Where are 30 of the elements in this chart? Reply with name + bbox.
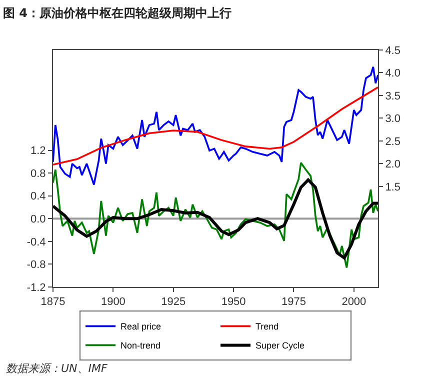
legend-label: Real price [120, 322, 162, 332]
y-tick-label: -0.8 [26, 259, 46, 272]
y-tick-label: -0.4 [26, 236, 46, 248]
y2-tick-label: 4.5 [385, 44, 400, 57]
line-series [53, 162, 378, 269]
y2-tick-label: 3.0 [385, 113, 400, 126]
x-tick-label: 1900 [100, 296, 126, 308]
y-tick-label: 0.8 [30, 168, 46, 180]
y2-tick-label: 4.0 [385, 68, 400, 80]
x-tick-label: 1925 [161, 296, 186, 308]
y2-tick-label: 2.5 [385, 136, 400, 148]
chart-title: 图 4：原油价格中枢在四轮超级周期中上行 [3, 6, 232, 20]
y2-tick-label: 2.0 [385, 158, 400, 171]
x-tick-label: 2000 [342, 296, 366, 308]
legend-label: Non-trend [120, 340, 161, 351]
legend-label: Super Cycle [256, 340, 305, 351]
y-tick-label: 0.0 [30, 213, 46, 226]
line-series [53, 66, 378, 186]
x-tick-label: 1975 [282, 296, 306, 308]
line-series [53, 86, 378, 166]
legend-label: Trend [256, 322, 279, 332]
x-tick-label: 1875 [40, 296, 66, 308]
y-tick-label: 1.2 [30, 145, 46, 158]
y2-tick-label: 3.5 [385, 90, 400, 102]
line-series [53, 178, 378, 260]
y2-tick-label: 1.5 [385, 181, 400, 194]
y-tick-label: 0.4 [30, 190, 46, 203]
x-tick-label: 1950 [221, 296, 246, 308]
source-note: 数据来源：UN、IMF [6, 362, 108, 375]
y-tick-label: -1.2 [26, 282, 46, 294]
